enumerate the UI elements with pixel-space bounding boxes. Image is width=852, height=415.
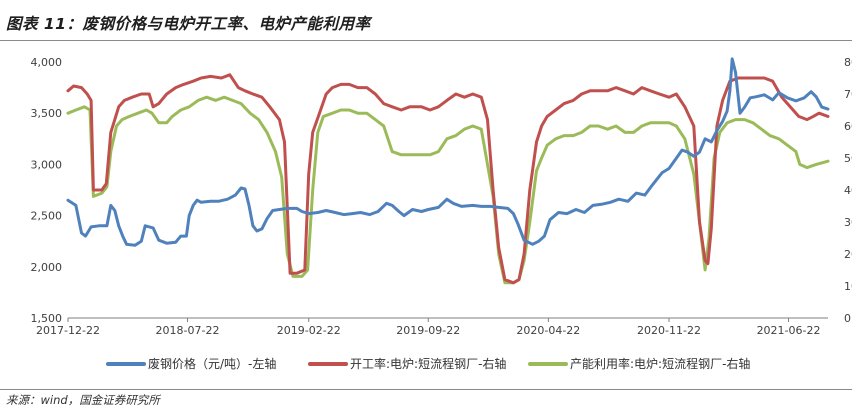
- y-right-tick-label: 0: [844, 312, 851, 325]
- line-chart: 1,500 2,000 2,500 3,000 3,500 4,000 0 10 20 30 40 5…: [31, 56, 852, 371]
- x-tick-label: 2019-09-22: [396, 324, 460, 337]
- legend-label: 废钢价格（元/吨）-左轴: [148, 356, 276, 371]
- y-right-tick-label: 40: [844, 184, 852, 197]
- series-line-0: [66, 57, 830, 247]
- x-tick-label: 2020-04-22: [516, 324, 580, 337]
- y-left-tick-label: 2,000: [31, 261, 63, 274]
- footer-divider: [0, 389, 852, 390]
- title-divider: [0, 40, 852, 41]
- chart-title-row: 图表 11：废钢价格与电炉开工率、电炉产能利用率: [0, 0, 852, 40]
- chart-series-layer: [66, 57, 830, 285]
- x-tick-label: 2018-07-22: [156, 324, 220, 337]
- y-right-tick-label: 20: [844, 248, 852, 261]
- y-left-tick-label: 2,500: [31, 210, 63, 223]
- x-tick-label: 2017-12-22: [36, 324, 100, 337]
- y-right-tick-label: 80: [844, 56, 852, 69]
- legend-label: 开工率:电炉:短流程钢厂-右轴: [350, 356, 506, 371]
- x-tick-label: 2020-11-22: [637, 324, 701, 337]
- y-left-tick-label: 1,500: [31, 312, 63, 325]
- y-left-tick-label: 4,000: [31, 56, 63, 69]
- y-right-tick-label: 60: [844, 120, 852, 133]
- y-left-tick-label: 3,500: [31, 107, 63, 120]
- y-right-tick-label: 70: [844, 88, 852, 101]
- y-right-tick-label: 30: [844, 216, 852, 229]
- legend-label: 产能利用率:电炉:短流程钢厂-右轴: [570, 356, 750, 371]
- y-right-tick-label: 10: [844, 280, 852, 293]
- x-tick-label: 2021-06-22: [757, 324, 821, 337]
- chart-title: 图表 11：废钢价格与电炉开工率、电炉产能利用率: [6, 15, 371, 33]
- source-note: 来源：wind，国金证券研究所: [6, 393, 160, 407]
- x-tick-label: 2019-02-22: [277, 324, 341, 337]
- chart-axes: 1,500 2,000 2,500 3,000 3,500 4,000 0 10 20 30 40 5…: [31, 56, 852, 337]
- series-line-1: [66, 73, 830, 285]
- y-right-tick-label: 50: [844, 152, 852, 165]
- chart-legend: 废钢价格（元/吨）-左轴 开工率:电炉:短流程钢厂-右轴 产能利用率:电炉:短流程钢…: [106, 356, 750, 371]
- y-left-tick-label: 3,000: [31, 158, 63, 171]
